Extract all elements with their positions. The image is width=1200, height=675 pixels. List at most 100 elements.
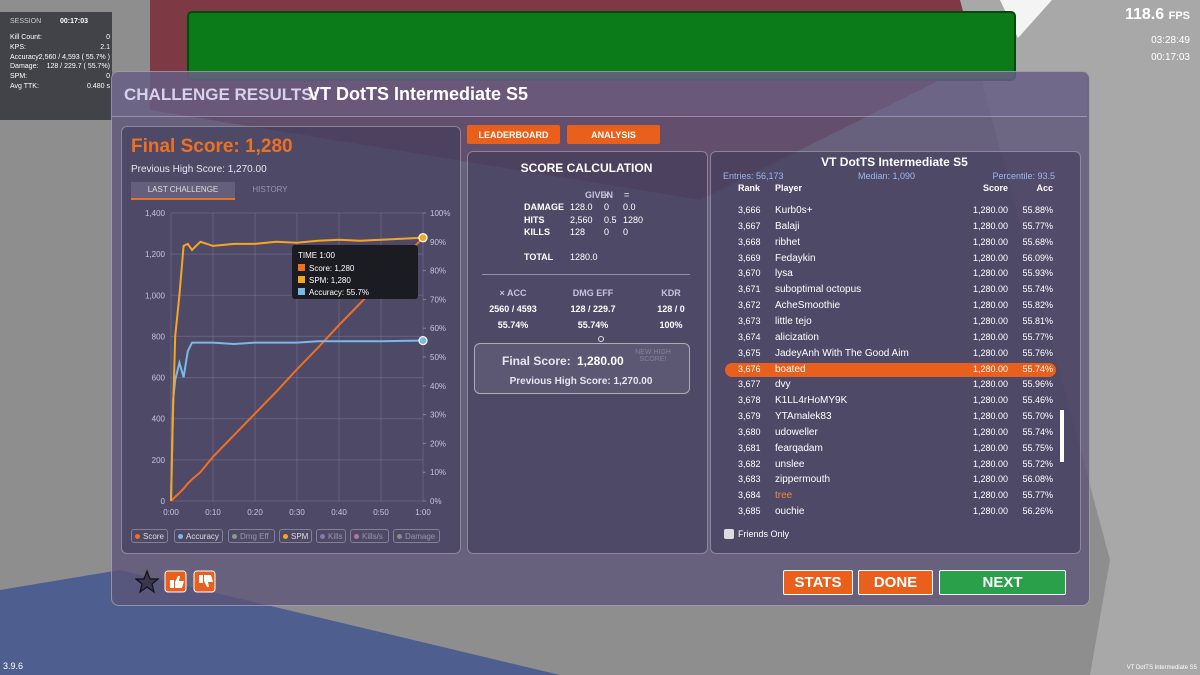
header-label: CHALLENGE RESULTS:: [124, 85, 319, 104]
legend-label: Accuracy: [186, 531, 219, 541]
leaderboard-cell: suboptimal octopus: [775, 284, 862, 296]
leaderboard-cell: 55.77%: [1022, 490, 1053, 501]
y-tick-label: 600: [152, 374, 166, 383]
series-line: [170, 237, 424, 502]
legend-toggle[interactable]: Dmg Eff: [228, 529, 275, 543]
line-chart: 0 200 400 600 800 1,000 1,200 1,400 0% 10% 20% 30% 4…: [145, 209, 451, 517]
leaderboard-cell: 55.68%: [1022, 236, 1053, 247]
calc-stat: 55.74%: [577, 320, 609, 330]
leaderboard-cell: ouchie: [775, 506, 805, 518]
legend-toggle[interactable]: SPM: [279, 529, 312, 543]
score-calc-panel: [467, 151, 708, 554]
entries: Entries: 56,173: [723, 171, 784, 181]
leaderboard-cell: fearqadam: [775, 442, 823, 454]
calc-cell: 0.5: [604, 214, 617, 225]
session-time: 00:17:03: [60, 18, 89, 25]
stats-button[interactable]: STATS: [783, 570, 853, 595]
calc-cell: 128: [570, 227, 586, 237]
session-label: SESSION: [10, 18, 42, 25]
calc-stat: KDR: [661, 288, 681, 298]
leaderboard-cell: 56.09%: [1022, 252, 1053, 263]
tooltip: TIME 1:00 Score: 1,280 SPM: 1,280 Accuracy:…: [292, 245, 418, 299]
leaderboard-cell: 3,666: [738, 205, 761, 215]
legend-toggle[interactable]: Kills: [316, 529, 346, 543]
leaderboard-cell: 3,667: [738, 220, 761, 231]
legend-dot: [354, 533, 359, 539]
column-header: Player: [775, 183, 803, 193]
friends-only: Friends Only: [738, 529, 790, 539]
session-key: Kill Count:: [10, 34, 42, 41]
legend-toggle[interactable]: Kills/s: [350, 529, 389, 543]
divider: [482, 274, 690, 275]
calc-stat: 128 / 229.7: [570, 304, 616, 314]
x-tick-label: 0:10: [205, 508, 221, 517]
leaderboard-cell: 3,684: [738, 490, 761, 501]
legend-toggle[interactable]: Score: [131, 529, 168, 543]
end-point: [418, 335, 428, 346]
calc-cell: 0: [623, 227, 629, 237]
y2-tick-label: 70%: [430, 295, 446, 304]
leaderboard-cell: JadeyAnh With The Good Aim: [775, 347, 909, 359]
leaderboard-cell: boated: [775, 363, 806, 375]
clock: 03:28:49: [1151, 35, 1190, 46]
leaderboard-cell: 3,672: [738, 300, 761, 311]
tooltip-swatch: [298, 264, 305, 271]
leaderboard-cell: 1,280.00: [972, 379, 1008, 390]
tooltip-line: SPM: 1,280: [309, 276, 351, 285]
session-value: 0.480 s: [87, 83, 110, 90]
leaderboard-cell: 55.76%: [1022, 347, 1053, 358]
session-value: 0: [106, 34, 110, 41]
version: 3.9.6: [3, 661, 24, 671]
legend-label: Kills: [328, 531, 343, 541]
leaderboard-cell: 3,674: [738, 331, 761, 342]
leaderboard-cell: Fedaykin: [775, 252, 816, 264]
leaderboard-cell: 1,280.00: [972, 474, 1008, 485]
x-tick-label: 0:00: [163, 508, 179, 517]
leaderboard-cell: 1,280.00: [972, 506, 1008, 517]
tab-history[interactable]: HISTORY: [252, 185, 288, 194]
y-tick-label: 1,000: [145, 291, 166, 300]
tab-last-challenge[interactable]: LAST CHALLENGE: [131, 182, 235, 200]
leaderboard-cell: 1,280.00: [972, 426, 1008, 437]
calc-stat: 2560 / 4593: [489, 304, 537, 314]
calc-stat: DMG EFF: [572, 288, 614, 298]
tooltip-box: [292, 245, 418, 299]
rating-icons: [135, 569, 216, 594]
leaderboard-cell: unslee: [775, 458, 805, 470]
next-button[interactable]: NEXT: [939, 570, 1066, 595]
leaderboard-cell: 55.74%: [1022, 426, 1053, 437]
leaderboard-cell: 55.75%: [1022, 442, 1053, 453]
calc-head: GIVEN: [585, 190, 614, 200]
column-header: Score: [982, 183, 1008, 193]
y2-tick-label: 20%: [430, 439, 446, 448]
x-tick-label: 0:40: [331, 508, 347, 517]
calc-total-label: TOTAL: [524, 252, 554, 262]
done-button[interactable]: DONE: [858, 570, 933, 595]
leaderboard-cell: 3,683: [738, 474, 761, 485]
y2-tick-label: 10%: [430, 468, 446, 477]
final-score: Final Score: 1,280: [131, 136, 293, 157]
leaderboard-cell: 1,280.00: [972, 300, 1008, 311]
leaderboard-cell: 3,679: [738, 411, 761, 422]
y2-tick-label: 60%: [430, 324, 446, 333]
leaderboard-cell: 55.82%: [1022, 300, 1053, 311]
session-key: Accuracy:: [10, 53, 41, 61]
friends-checkbox[interactable]: [724, 529, 734, 539]
leaderboard-cell: lysa: [775, 268, 793, 280]
leaderboard-cell: 1,280.00: [972, 268, 1008, 279]
leaderboard-cell: 1,280.00: [972, 395, 1008, 406]
favorite-star[interactable]: [135, 569, 160, 594]
elapsed: 00:17:03: [1151, 52, 1190, 63]
final-label: Final Score:: [502, 354, 571, 368]
percentile: Percentile: 93.5: [992, 171, 1055, 181]
y2-tick-label: 50%: [430, 353, 446, 362]
fps-counter: 118.6 FPS: [1125, 6, 1190, 24]
leaderboard-cell: 1,280.00: [972, 236, 1008, 247]
legend-toggle[interactable]: Damage: [393, 529, 440, 543]
legend-toggle[interactable]: Accuracy: [174, 529, 223, 543]
leaderboard-cell: 3,673: [738, 315, 761, 326]
leaderboard-tab[interactable]: LEADERBOARD: [467, 125, 560, 144]
leaderboard-cell: 1,280.00: [972, 220, 1008, 231]
fps-value: 118.6: [1124, 6, 1165, 23]
analysis-tab[interactable]: ANALYSIS: [567, 125, 660, 144]
